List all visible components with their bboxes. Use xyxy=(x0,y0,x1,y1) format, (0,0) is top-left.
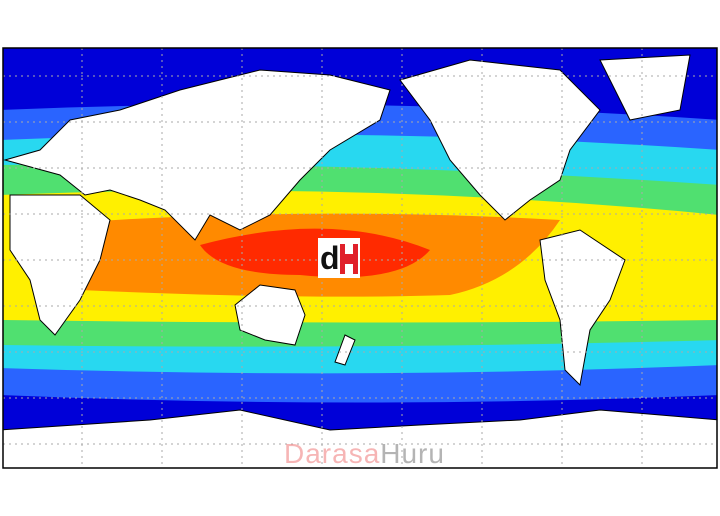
watermark-part2: Huru xyxy=(380,438,445,469)
watermark-part1: Darasa xyxy=(284,438,381,469)
eurasia xyxy=(3,69,391,241)
logo-d-mark: d xyxy=(320,240,340,276)
watermark: DarasaHuru xyxy=(284,438,445,470)
logo-h-mark xyxy=(340,244,358,274)
greenland xyxy=(599,54,691,121)
south-america xyxy=(539,229,626,387)
map-frame xyxy=(2,47,718,469)
north-america xyxy=(399,59,601,221)
graticule xyxy=(3,48,717,468)
australia xyxy=(234,284,306,346)
dh-logo: d xyxy=(318,238,360,278)
antarctica xyxy=(3,409,717,468)
africa xyxy=(9,194,111,336)
new-zealand xyxy=(334,334,356,366)
continents xyxy=(3,54,717,468)
